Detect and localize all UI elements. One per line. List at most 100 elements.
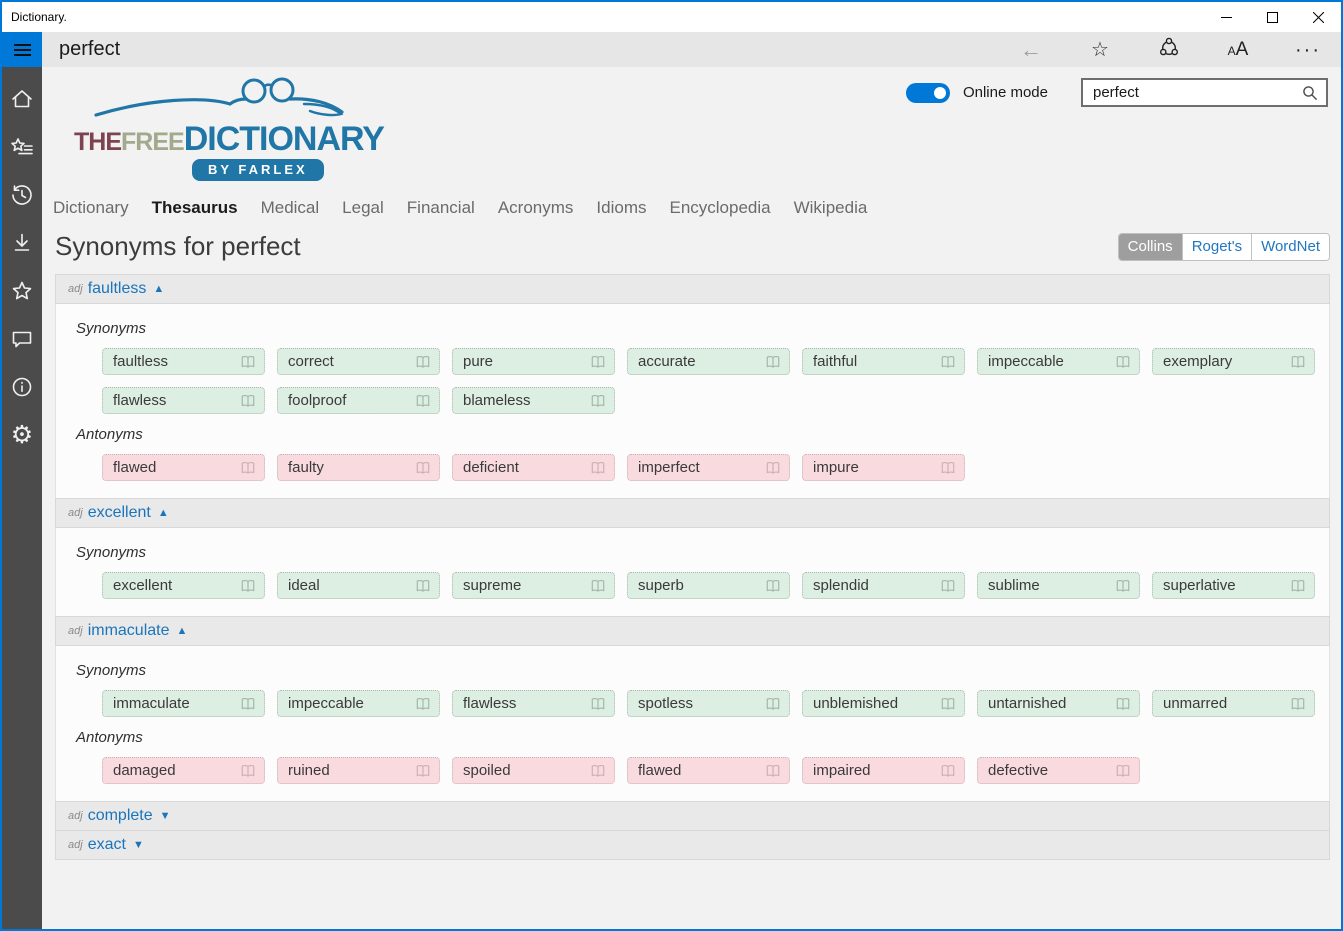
text-size-button[interactable]: AA [1226, 37, 1250, 63]
antonym-chip-imperfect[interactable]: imperfect [627, 454, 790, 481]
sidebar-item-favorites[interactable] [2, 267, 42, 315]
antonym-chip-deficient[interactable]: deficient [452, 454, 615, 481]
synonym-chip-exemplary[interactable]: exemplary [1152, 348, 1315, 375]
tab-wikipedia[interactable]: Wikipedia [793, 198, 868, 217]
open-book-icon[interactable] [940, 355, 956, 369]
sidebar-item-history[interactable] [2, 171, 42, 219]
antonym-chip-impaired[interactable]: impaired [802, 757, 965, 784]
synonym-chip-excellent[interactable]: excellent [102, 572, 265, 599]
search-icon[interactable] [1302, 85, 1326, 101]
section-header-exact[interactable]: adj exact ▼ [55, 830, 1330, 860]
tab-medical[interactable]: Medical [260, 198, 320, 217]
open-book-icon[interactable] [415, 461, 431, 475]
antonym-chip-faulty[interactable]: faulty [277, 454, 440, 481]
synonym-chip-superlative[interactable]: superlative [1152, 572, 1315, 599]
open-book-icon[interactable] [765, 764, 781, 778]
share-button[interactable] [1157, 36, 1181, 64]
open-book-icon[interactable] [1115, 764, 1131, 778]
section-header-immaculate[interactable]: adj immaculate ▲ [55, 616, 1330, 646]
synonym-chip-accurate[interactable]: accurate [627, 348, 790, 375]
menu-button[interactable] [2, 32, 42, 67]
open-book-icon[interactable] [1290, 579, 1306, 593]
tab-acronyms[interactable]: Acronyms [497, 198, 574, 217]
section-header-faultless[interactable]: adj faultless ▲ [55, 274, 1330, 304]
synonym-chip-impeccable[interactable]: impeccable [277, 690, 440, 717]
open-book-icon[interactable] [940, 697, 956, 711]
synonym-chip-superb[interactable]: superb [627, 572, 790, 599]
synonym-chip-splendid[interactable]: splendid [802, 572, 965, 599]
open-book-icon[interactable] [765, 697, 781, 711]
open-book-icon[interactable] [1115, 697, 1131, 711]
antonym-chip-flawed[interactable]: flawed [627, 757, 790, 784]
synonym-chip-spotless[interactable]: spotless [627, 690, 790, 717]
search-input[interactable] [1083, 84, 1302, 101]
antonym-chip-damaged[interactable]: damaged [102, 757, 265, 784]
open-book-icon[interactable] [590, 394, 606, 408]
antonym-chip-defective[interactable]: defective [977, 757, 1140, 784]
synonym-chip-pure[interactable]: pure [452, 348, 615, 375]
open-book-icon[interactable] [940, 579, 956, 593]
open-book-icon[interactable] [940, 461, 956, 475]
more-button[interactable]: ··· [1295, 38, 1319, 62]
tab-dictionary[interactable]: Dictionary [53, 198, 129, 217]
synonym-chip-correct[interactable]: correct [277, 348, 440, 375]
close-button[interactable] [1295, 2, 1341, 32]
tab-encyclopedia[interactable]: Encyclopedia [669, 198, 771, 217]
synonym-chip-flawless[interactable]: flawless [102, 387, 265, 414]
open-book-icon[interactable] [590, 764, 606, 778]
open-book-icon[interactable] [1290, 697, 1306, 711]
open-book-icon[interactable] [1290, 355, 1306, 369]
source-collins[interactable]: Collins [1118, 233, 1182, 260]
open-book-icon[interactable] [415, 394, 431, 408]
synonym-chip-faultless[interactable]: faultless [102, 348, 265, 375]
section-word-link[interactable]: immaculate [87, 622, 170, 639]
synonym-chip-sublime[interactable]: sublime [977, 572, 1140, 599]
open-book-icon[interactable] [240, 355, 256, 369]
open-book-icon[interactable] [240, 394, 256, 408]
open-book-icon[interactable] [590, 355, 606, 369]
synonym-chip-unmarred[interactable]: unmarred [1152, 690, 1315, 717]
synonym-chip-untarnished[interactable]: untarnished [977, 690, 1140, 717]
open-book-icon[interactable] [590, 461, 606, 475]
synonym-chip-supreme[interactable]: supreme [452, 572, 615, 599]
section-header-excellent[interactable]: adj excellent ▲ [55, 498, 1330, 528]
synonym-chip-faithful[interactable]: faithful [802, 348, 965, 375]
open-book-icon[interactable] [240, 461, 256, 475]
source-wordnet[interactable]: WordNet [1251, 233, 1329, 260]
antonym-chip-impure[interactable]: impure [802, 454, 965, 481]
open-book-icon[interactable] [590, 579, 606, 593]
synonym-chip-flawless[interactable]: flawless [452, 690, 615, 717]
tab-idioms[interactable]: Idioms [596, 198, 647, 217]
synonym-chip-foolproof[interactable]: foolproof [277, 387, 440, 414]
open-book-icon[interactable] [415, 355, 431, 369]
synonym-chip-immaculate[interactable]: immaculate [102, 690, 265, 717]
open-book-icon[interactable] [240, 579, 256, 593]
antonym-chip-ruined[interactable]: ruined [277, 757, 440, 784]
sidebar-item-downloads[interactable] [2, 219, 42, 267]
open-book-icon[interactable] [240, 697, 256, 711]
sidebar-item-about[interactable] [2, 363, 42, 411]
open-book-icon[interactable] [590, 697, 606, 711]
synonym-chip-unblemished[interactable]: unblemished [802, 690, 965, 717]
maximize-button[interactable] [1249, 2, 1295, 32]
section-word-link[interactable]: exact [87, 836, 126, 853]
section-word-link[interactable]: faultless [87, 280, 147, 297]
antonym-chip-flawed[interactable]: flawed [102, 454, 265, 481]
open-book-icon[interactable] [1115, 355, 1131, 369]
synonym-chip-ideal[interactable]: ideal [277, 572, 440, 599]
minimize-button[interactable] [1203, 2, 1249, 32]
tab-legal[interactable]: Legal [342, 198, 384, 217]
favorite-button[interactable]: ☆ [1088, 38, 1112, 62]
section-word-link[interactable]: complete [87, 807, 153, 824]
open-book-icon[interactable] [415, 579, 431, 593]
tab-thesaurus[interactable]: Thesaurus [151, 198, 238, 217]
antonym-chip-spoiled[interactable]: spoiled [452, 757, 615, 784]
open-book-icon[interactable] [240, 764, 256, 778]
open-book-icon[interactable] [415, 764, 431, 778]
open-book-icon[interactable] [765, 579, 781, 593]
section-word-link[interactable]: excellent [87, 504, 151, 521]
sidebar-item-wordlist[interactable] [2, 123, 42, 171]
source-rogets[interactable]: Roget's [1181, 233, 1252, 260]
open-book-icon[interactable] [1115, 579, 1131, 593]
open-book-icon[interactable] [940, 764, 956, 778]
